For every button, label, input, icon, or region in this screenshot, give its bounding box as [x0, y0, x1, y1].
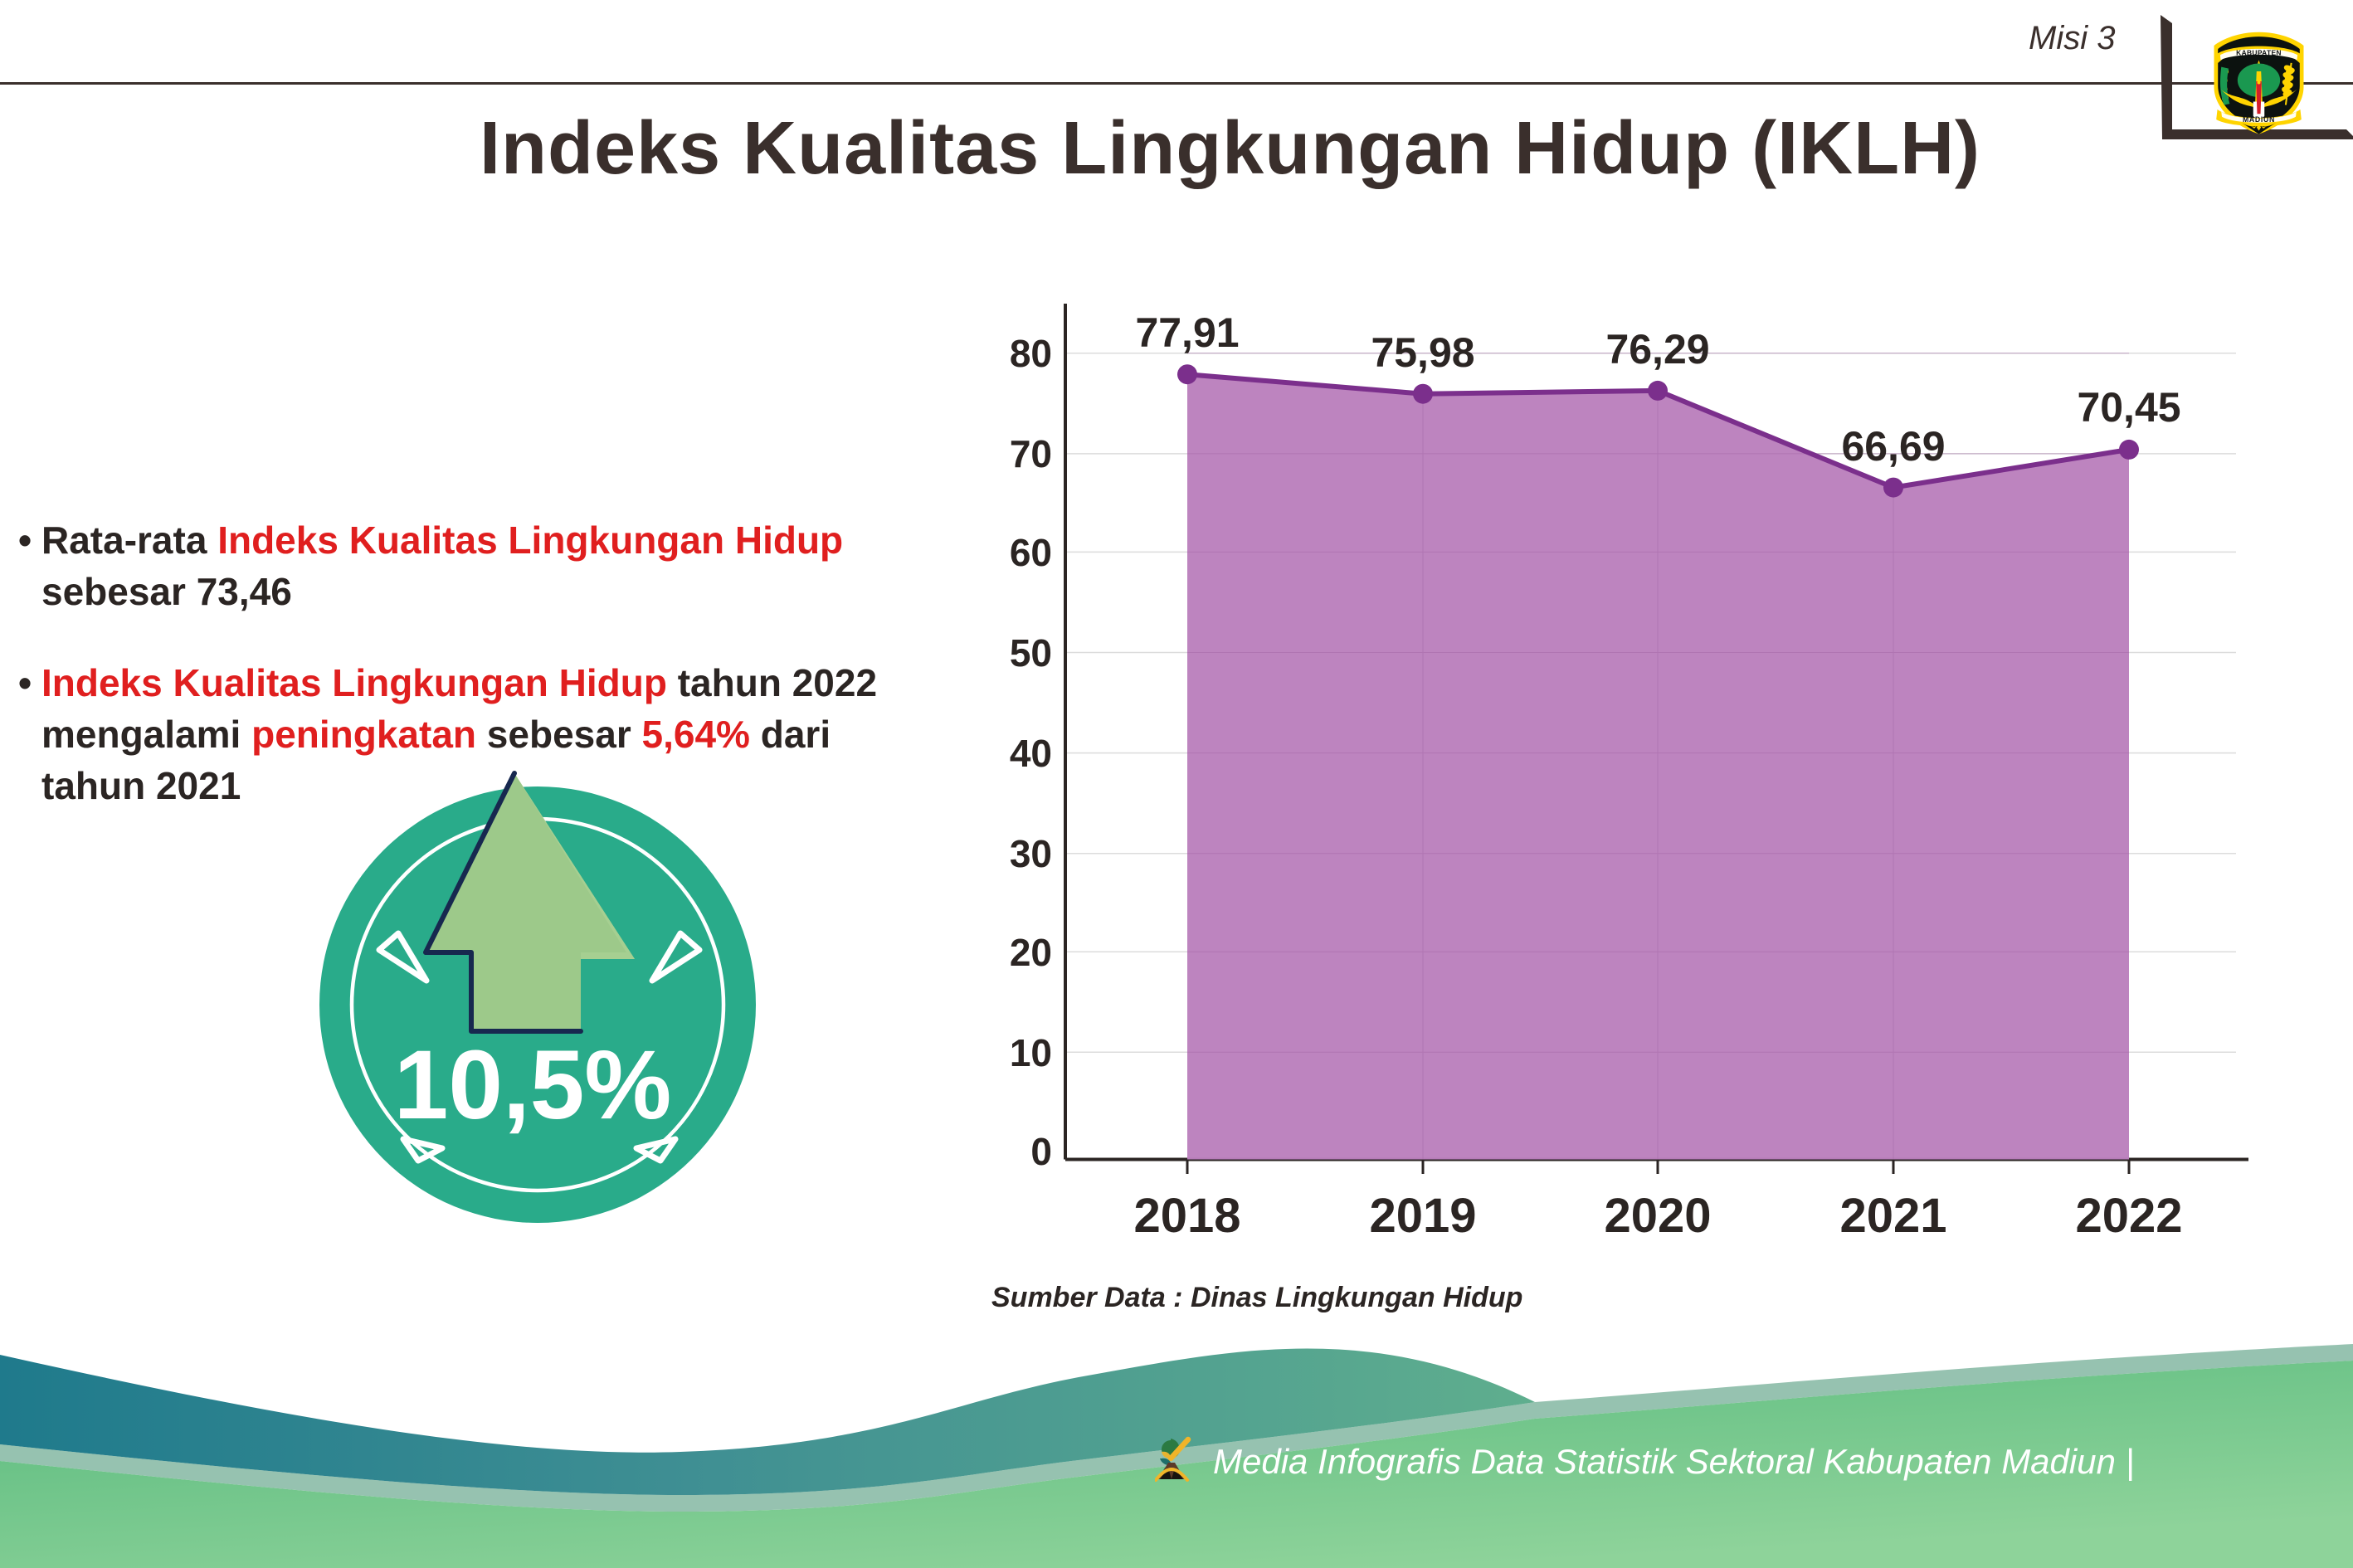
svg-text:60: 60	[1010, 531, 1052, 574]
svg-text:75,98: 75,98	[1371, 329, 1474, 376]
svg-text:10: 10	[1010, 1031, 1052, 1074]
svg-text:40: 40	[1010, 732, 1052, 775]
svg-text:KABUPATEN: KABUPATEN	[2236, 48, 2282, 56]
svg-text:MADIUN: MADIUN	[2243, 115, 2275, 124]
svg-text:2018: 2018	[1133, 1189, 1240, 1243]
svg-text:2021: 2021	[1839, 1189, 1946, 1243]
svg-text:76,29: 76,29	[1605, 326, 1709, 373]
svg-text:2019: 2019	[1369, 1189, 1476, 1243]
svg-text:0: 0	[1030, 1130, 1052, 1173]
svg-text:50: 50	[1010, 631, 1052, 674]
svg-text:10,5%: 10,5%	[394, 1030, 672, 1140]
svg-text:2020: 2020	[1604, 1189, 1711, 1243]
svg-text:30: 30	[1010, 832, 1052, 875]
svg-text:70: 70	[1010, 432, 1052, 475]
svg-text:77,91: 77,91	[1135, 309, 1239, 356]
svg-text:20: 20	[1010, 931, 1052, 974]
svg-text:80: 80	[1010, 332, 1052, 375]
svg-text:66,69: 66,69	[1841, 423, 1945, 470]
svg-text:2022: 2022	[2075, 1189, 2182, 1243]
svg-text:70,45: 70,45	[2077, 384, 2180, 431]
